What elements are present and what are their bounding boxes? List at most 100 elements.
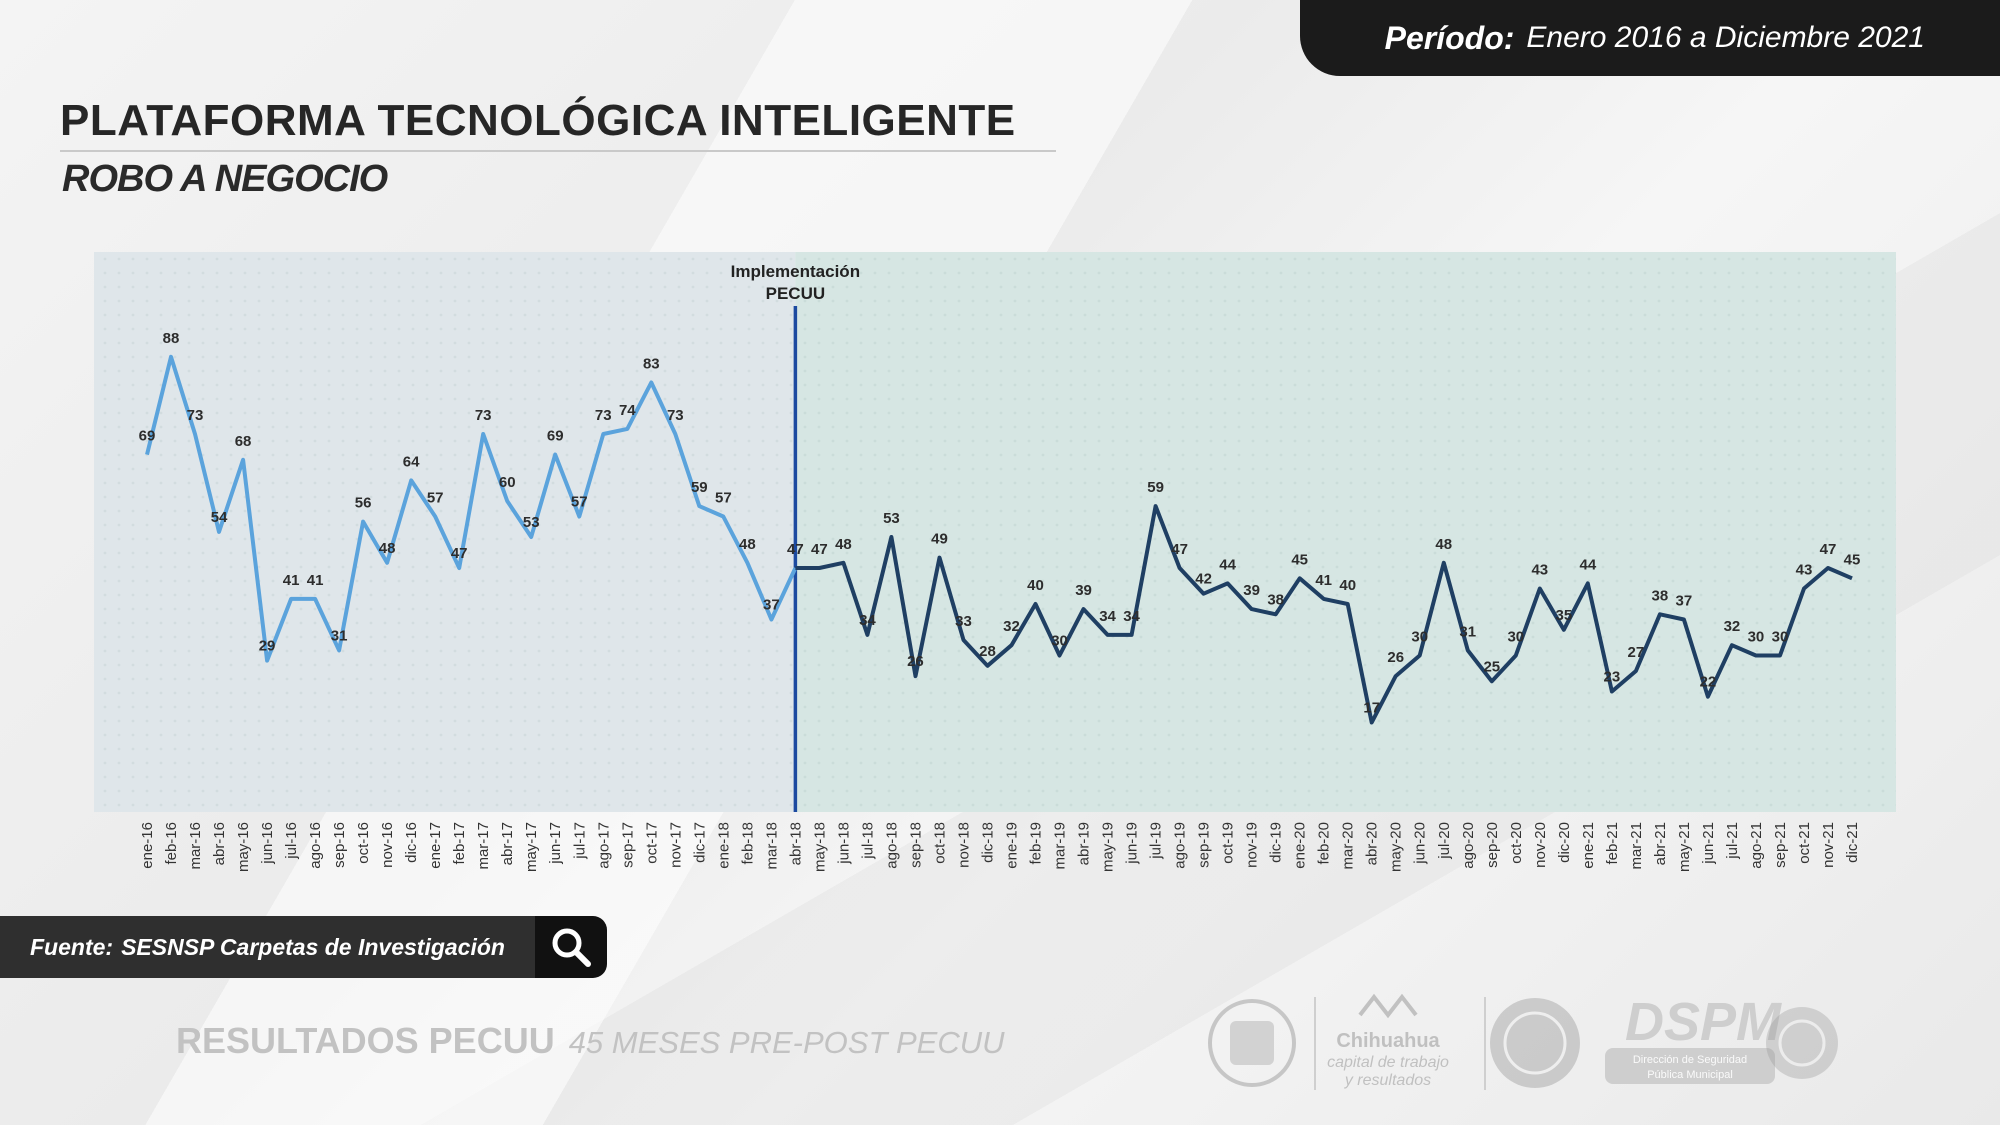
period-banner: Período: Enero 2016 a Diciembre 2021 — [1300, 0, 2000, 76]
data-label: 30 — [1772, 629, 1789, 646]
x-tick-label: sep-18 — [907, 822, 924, 868]
x-tick-label: mar-20 — [1340, 822, 1357, 870]
x-tick-label: oct-18 — [931, 822, 948, 864]
data-label: 43 — [1531, 562, 1548, 579]
series-pre-pecuu — [145, 354, 798, 663]
x-tick-label: ene-21 — [1580, 822, 1597, 869]
x-tick-label: sep-19 — [1196, 822, 1213, 868]
x-tick-label: feb-17 — [451, 822, 468, 865]
x-tick-label: dic-17 — [691, 822, 708, 863]
x-tick-label: jun-19 — [1124, 822, 1141, 865]
data-label: 30 — [1507, 629, 1524, 646]
x-tick-label: abr-18 — [787, 822, 804, 865]
data-label: 47 — [811, 541, 828, 558]
x-tick-label: nov-19 — [1244, 822, 1261, 868]
data-label: 22 — [1700, 674, 1717, 691]
x-tick-label: abr-17 — [499, 822, 516, 865]
dspm-subtitle-2: Pública Municipal — [1647, 1069, 1733, 1081]
x-tick-label: feb-16 — [163, 822, 180, 865]
source-bar: Fuente: SESNSP Carpetas de Investigación — [0, 916, 535, 978]
data-label: 74 — [619, 402, 636, 419]
x-tick-label: sep-16 — [331, 822, 348, 868]
data-label: 47 — [451, 545, 468, 562]
x-tick-label: dic-16 — [403, 822, 420, 863]
data-label: 53 — [883, 510, 900, 527]
x-tick-label: dic-19 — [1268, 822, 1285, 863]
data-label: 37 — [763, 596, 780, 613]
footer-main: RESULTADOS PECUU — [176, 1020, 555, 1061]
x-tick-label: may-20 — [1388, 822, 1405, 872]
x-tick-label: dic-18 — [979, 822, 996, 863]
series-post-pecuu — [795, 504, 1853, 725]
page-title: PLATAFORMA TECNOLÓGICA INTELIGENTE — [60, 96, 1016, 145]
dspm-logo: DSPM Dirección de Seguridad Pública Muni… — [1605, 992, 1782, 1084]
data-labels: 69 88 73 54 68 29 41 41 31 56 48 64 57 47 73 60 53 69 57 73… — [139, 330, 1861, 717]
x-tick-label: may-17 — [523, 822, 540, 872]
data-label: 47 — [1820, 541, 1837, 558]
x-tick-label: mar-17 — [475, 822, 492, 870]
data-label: 44 — [1580, 556, 1597, 573]
data-label: 41 — [1315, 572, 1332, 589]
x-tick-label: abr-21 — [1652, 822, 1669, 865]
x-tick-label: jul-18 — [859, 822, 876, 860]
x-tick-label: abr-16 — [211, 822, 228, 865]
period-value: Enero 2016 a Diciembre 2021 — [1526, 21, 1925, 54]
data-label: 60 — [499, 474, 516, 491]
x-tick-label: abr-19 — [1076, 822, 1093, 865]
x-tick-label: mar-18 — [763, 822, 780, 870]
data-label: 38 — [1652, 587, 1669, 604]
x-tick-label: jun-17 — [547, 822, 564, 865]
data-label: 28 — [979, 643, 996, 660]
annotation-line1: Implementación — [731, 262, 860, 281]
municipal-seal-logo — [1208, 999, 1296, 1087]
data-label: 39 — [1243, 582, 1260, 599]
data-label: 30 — [1748, 629, 1765, 646]
footer-caption: RESULTADOS PECUU 45 MESES PRE-POST PECUU — [176, 1020, 1005, 1062]
data-label: 34 — [1123, 608, 1140, 625]
x-tick-label: mar-21 — [1628, 822, 1645, 870]
x-tick-label: feb-19 — [1028, 822, 1045, 865]
x-tick-label: oct-21 — [1796, 822, 1813, 864]
data-label: 47 — [787, 541, 804, 558]
data-label: 32 — [1724, 618, 1741, 635]
x-tick-label: nov-16 — [379, 822, 396, 868]
chihuahua-tagline-2: y resultados — [1344, 1072, 1431, 1089]
x-tick-label: ene-18 — [715, 822, 732, 869]
dspm-subtitle-1: Dirección de Seguridad — [1633, 1054, 1747, 1066]
x-tick-label: ago-16 — [307, 822, 324, 869]
x-tick-label: may-19 — [1100, 822, 1117, 872]
x-tick-label: feb-18 — [739, 822, 756, 865]
chihuahua-tagline-1: capital de trabajo — [1327, 1054, 1449, 1071]
data-label: 31 — [1459, 623, 1476, 640]
data-label: 17 — [1363, 699, 1380, 716]
x-tick-label: nov-20 — [1532, 822, 1549, 868]
logos-strip: Chihuahua capital de trabajo y resultado… — [1208, 992, 1838, 1090]
x-tick-label: ene-16 — [139, 822, 156, 869]
data-label: 68 — [235, 433, 252, 450]
x-tick-label: may-18 — [811, 822, 828, 872]
x-tick-label: dic-20 — [1556, 822, 1573, 863]
dspm-text: DSPM — [1625, 992, 1782, 1052]
data-label: 57 — [427, 489, 444, 506]
data-label: 83 — [643, 356, 660, 373]
data-label: 57 — [571, 493, 588, 510]
x-tick-label: jul-17 — [571, 822, 588, 860]
data-label: 48 — [379, 540, 396, 557]
data-label: 73 — [475, 407, 492, 424]
data-label: 54 — [211, 509, 228, 526]
x-tick-label: ago-19 — [1172, 822, 1189, 869]
data-label: 44 — [1219, 556, 1236, 573]
data-label: 23 — [1604, 669, 1621, 686]
x-tick-label: jun-20 — [1412, 822, 1429, 865]
search-button[interactable] — [535, 916, 607, 978]
data-label: 49 — [931, 531, 948, 548]
data-label: 57 — [715, 489, 732, 506]
data-label: 34 — [1099, 608, 1116, 625]
data-label: 48 — [1435, 536, 1452, 553]
x-tick-label: may-16 — [235, 822, 252, 872]
police-badge-logo — [1490, 998, 1580, 1088]
data-label: 48 — [835, 536, 852, 553]
x-tick-label: jul-20 — [1436, 822, 1453, 860]
data-label: 59 — [691, 479, 708, 496]
data-label: 73 — [187, 407, 204, 424]
